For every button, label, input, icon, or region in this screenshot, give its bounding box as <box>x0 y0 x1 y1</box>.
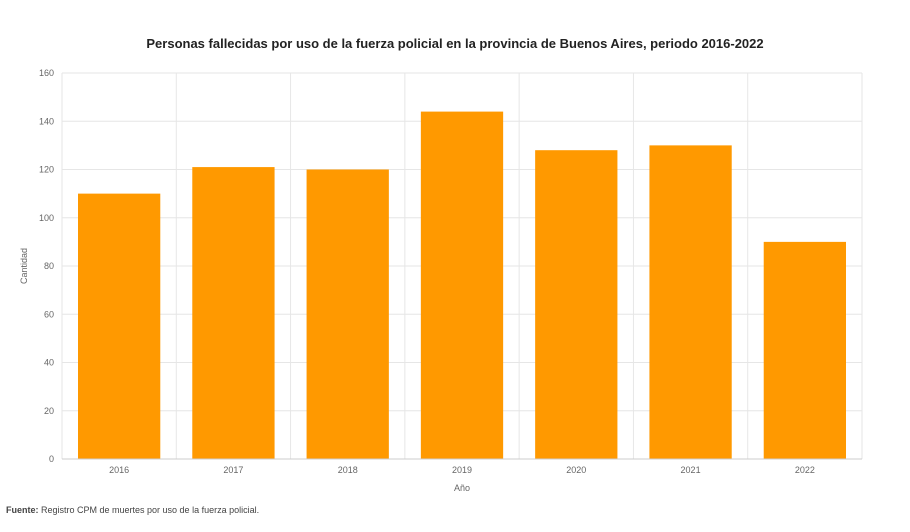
x-tick-label: 2020 <box>566 465 586 475</box>
x-tick-label: 2016 <box>109 465 129 475</box>
bar <box>763 241 846 459</box>
bar <box>192 167 275 459</box>
x-tick-label: 2019 <box>452 465 472 475</box>
y-tick-label: 160 <box>39 68 54 78</box>
x-tick-label: 2018 <box>338 465 358 475</box>
y-tick-label: 80 <box>44 261 54 271</box>
y-tick-label: 40 <box>44 358 54 368</box>
x-tick-label: 2021 <box>681 465 701 475</box>
x-tick-label: 2022 <box>795 465 815 475</box>
bar <box>78 193 161 459</box>
y-tick-label: 0 <box>49 454 54 464</box>
chart-title: Personas fallecidas por uso de la fuerza… <box>146 36 764 51</box>
source-text: Registro CPM de muertes por uso de la fu… <box>38 505 260 515</box>
source-label: Fuente: <box>6 505 39 515</box>
bar <box>306 169 389 459</box>
bar <box>649 145 732 459</box>
y-tick-label: 120 <box>39 165 54 175</box>
x-axis-title: Año <box>454 483 470 493</box>
tick-labels: 0 20 40 60 80 100 120 140 160 2016 2017 2018 2019 202… <box>19 68 815 493</box>
y-tick-label: 140 <box>39 116 54 126</box>
bars <box>78 111 846 459</box>
y-tick-label: 100 <box>39 213 54 223</box>
y-axis-title: Cantidad <box>19 248 29 284</box>
x-tick-label: 2017 <box>223 465 243 475</box>
y-tick-label: 20 <box>44 406 54 416</box>
bar <box>535 150 618 459</box>
source-note: Fuente: Registro CPM de muertes por uso … <box>6 505 259 515</box>
bar <box>420 111 504 459</box>
y-tick-label: 60 <box>44 309 54 319</box>
